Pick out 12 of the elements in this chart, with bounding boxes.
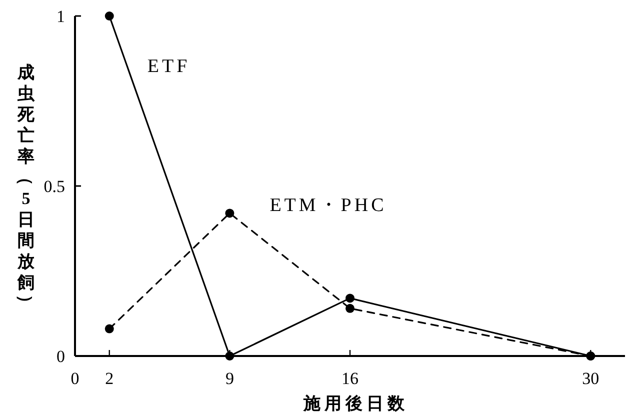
text: 成虫死亡率（5日間放飼） xyxy=(16,62,36,312)
x-tick-label: 16 xyxy=(342,369,358,388)
y-tick-label: 0 xyxy=(56,346,65,366)
x-tick-label: 9 xyxy=(225,369,234,388)
x-tick-label: 2 xyxy=(105,369,114,388)
x-tick-label: 30 xyxy=(582,369,600,388)
y-tick-label: 1 xyxy=(56,6,65,26)
series-label: ETF xyxy=(147,56,190,77)
series-label: ETM・PHC xyxy=(270,195,387,216)
x-axis-title: 施用後日数 xyxy=(302,394,408,413)
x-tick-label: 0 xyxy=(70,369,80,388)
y-tick-label: 0.5 xyxy=(44,176,65,196)
